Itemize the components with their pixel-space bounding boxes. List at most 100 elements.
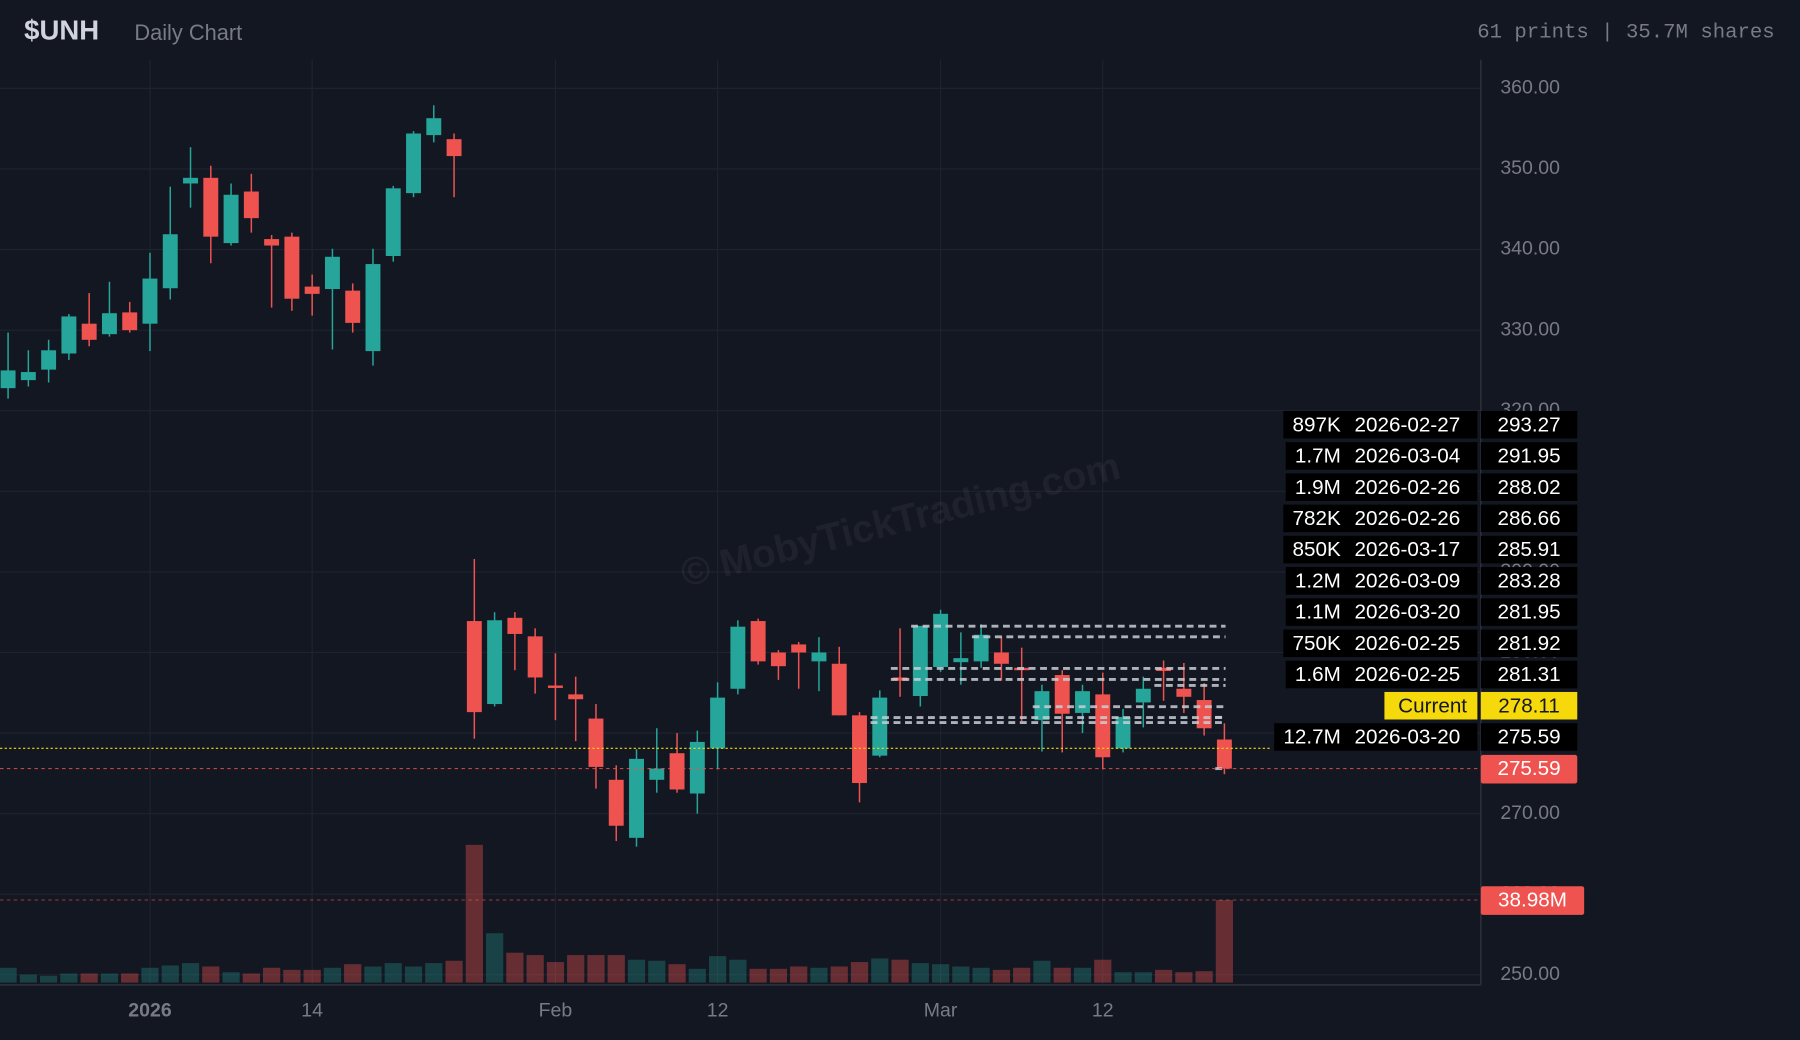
- volume-bar: [931, 964, 950, 983]
- print-size: 897K: [1293, 413, 1341, 436]
- candle-body: [446, 139, 462, 157]
- volume-bar: [1114, 972, 1132, 983]
- volume-bar: [749, 968, 767, 983]
- candle-body: [568, 694, 584, 700]
- volume-bar: [364, 966, 382, 983]
- print-price: 281.92: [1497, 632, 1560, 655]
- volume-bar: [506, 952, 524, 983]
- print-label-box: [1285, 660, 1478, 689]
- volume-bar: [911, 963, 929, 983]
- volume-bar: [222, 972, 240, 983]
- volume-bar: [607, 955, 625, 983]
- candle-body: [872, 697, 888, 756]
- x-tick-label: Feb: [539, 999, 573, 1021]
- volume-bar: [384, 963, 402, 983]
- volume-bar: [161, 965, 179, 983]
- volume-bars: [0, 844, 1234, 983]
- current-label: Current: [1398, 694, 1467, 717]
- volume-bar: [708, 956, 727, 983]
- print-size: 1.7M: [1295, 445, 1341, 468]
- candle-body: [710, 697, 726, 749]
- volume-bar: [810, 967, 828, 983]
- volume-bar: [100, 973, 119, 983]
- candle-body: [933, 613, 949, 667]
- candle-body: [547, 685, 563, 688]
- print-label-box: [1285, 473, 1478, 501]
- volume-bar: [1053, 967, 1071, 983]
- print-size: 1.9M: [1295, 476, 1341, 499]
- candle-body: [1075, 691, 1090, 713]
- summary: 61 prints | 35.7M shares: [1477, 22, 1775, 45]
- candle-body: [730, 626, 746, 689]
- volume-bar: [445, 960, 463, 983]
- candle-body: [41, 350, 57, 370]
- print-label-box: [1283, 535, 1478, 564]
- current-price-box: [1480, 691, 1578, 720]
- volume-bar: [465, 844, 483, 983]
- price-labels: 897K 2026-02-27 293.27 1.7M 2026-03-04 291.95…: [1274, 410, 1585, 915]
- candle-body: [243, 191, 259, 219]
- print-size: 850K: [1293, 538, 1341, 561]
- print-price-box: [1480, 660, 1578, 689]
- candle-body: [406, 133, 421, 194]
- candle-body: [912, 625, 928, 696]
- print-price: 281.95: [1497, 601, 1560, 624]
- candle-body: [973, 634, 989, 662]
- candle-body: [0, 370, 16, 389]
- volume-bar: [526, 955, 544, 983]
- candle-body: [892, 677, 908, 681]
- print-size: 782K: [1293, 507, 1341, 530]
- last-price: 275.59: [1497, 757, 1560, 780]
- print-price-box: [1480, 629, 1578, 658]
- volume-bar: [871, 958, 889, 983]
- volume-bar: [850, 962, 869, 983]
- print-label-box: [1283, 410, 1478, 439]
- candle-body: [203, 177, 219, 237]
- print-label-box: [1285, 567, 1478, 595]
- print-size: 1.2M: [1295, 569, 1341, 592]
- volume-bar: [891, 959, 909, 983]
- level-lines: [0, 624, 1481, 901]
- print-date: 2026-03-20: [1355, 601, 1461, 624]
- volume-bar: [830, 966, 848, 983]
- volume-bar: [80, 973, 98, 983]
- candle-body: [20, 372, 36, 381]
- print-price-box: [1480, 567, 1578, 595]
- volume-bar: [121, 973, 139, 983]
- volume-bar: [648, 960, 666, 983]
- candle-body: [142, 278, 158, 324]
- volume-bar: [546, 962, 565, 983]
- print-price: 281.31: [1497, 663, 1560, 686]
- print-price-box: [1480, 473, 1578, 501]
- chart-subtitle: Daily Chart: [134, 20, 242, 45]
- last-price-box: [1480, 754, 1578, 784]
- print-price-box: [1480, 723, 1578, 751]
- volume-bar: [1094, 959, 1112, 983]
- print-date: 2026-03-20: [1355, 726, 1461, 749]
- volume-bar: [952, 966, 970, 983]
- volume-bar: [972, 967, 990, 983]
- print-size: 12.7M: [1283, 726, 1340, 749]
- ticker: $UNH: [24, 14, 99, 45]
- volume-bar: [181, 963, 200, 983]
- candle-body: [264, 239, 280, 246]
- volume-bar: [1175, 972, 1193, 983]
- volume-label-box: [1480, 886, 1585, 915]
- y-tick-label: 270.00: [1500, 802, 1560, 824]
- candle-body: [101, 313, 117, 335]
- volume-bar: [283, 969, 301, 983]
- candle-body: [689, 741, 705, 794]
- candle-body: [608, 779, 624, 826]
- candle-body: [1216, 739, 1232, 769]
- volume-bar: [567, 955, 585, 983]
- volume-bar: [1195, 971, 1213, 983]
- print-date: 2026-02-26: [1355, 476, 1461, 499]
- print-price: 286.66: [1497, 507, 1560, 530]
- candle-body: [588, 718, 604, 767]
- volume-bar: [0, 967, 17, 983]
- current-price: 278.11: [1498, 694, 1560, 717]
- print-date: 2026-02-25: [1355, 632, 1461, 655]
- candle-body: [507, 617, 523, 634]
